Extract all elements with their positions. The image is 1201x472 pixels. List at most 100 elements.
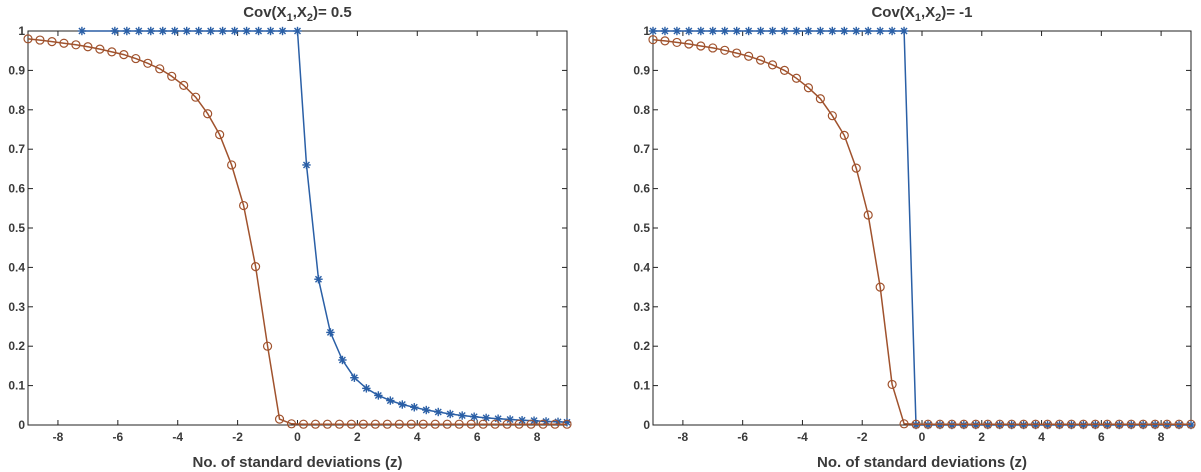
asterisk-stroke — [314, 275, 322, 283]
x-tick-label: 6 — [1098, 430, 1105, 444]
asterisk-stroke — [709, 27, 717, 35]
asterisk-stroke — [769, 27, 777, 35]
asterisk-stroke — [1175, 421, 1183, 429]
asterisk-stroke — [984, 421, 992, 429]
data-point-circle — [310, 419, 321, 429]
asterisk-stroke — [294, 27, 301, 35]
data-point-circle — [23, 34, 33, 44]
data-point-circle — [59, 38, 69, 48]
data-point-circle — [215, 130, 225, 140]
data-point-circle — [490, 419, 500, 429]
data-point-asterisk — [708, 26, 717, 36]
asterisk-stroke — [530, 417, 538, 425]
data-point-asterisk — [684, 26, 694, 36]
data-point-asterisk — [314, 275, 323, 284]
x-tick-label: -2 — [857, 430, 868, 444]
data-point-asterisk — [756, 26, 765, 36]
asterisk-stroke — [1103, 421, 1111, 429]
y-tick-label: 0.7 — [8, 142, 25, 156]
asterisk-stroke — [422, 406, 430, 414]
data-point-asterisk — [410, 403, 419, 412]
asterisk-stroke — [948, 421, 956, 429]
asterisk-stroke — [398, 401, 406, 409]
data-point-asterisk — [1186, 420, 1196, 430]
data-point-circle — [454, 419, 464, 429]
data-point-asterisk — [816, 26, 825, 36]
asterisk-stroke — [1044, 421, 1052, 429]
asterisk-stroke — [518, 416, 526, 424]
asterisk-stroke — [123, 27, 131, 35]
title-part-sub1: 1 — [915, 12, 921, 24]
data-point-circle — [851, 163, 861, 173]
y-tick-label: 0.4 — [8, 260, 25, 274]
data-point-asterisk — [206, 26, 215, 36]
plot-frame — [652, 30, 1192, 426]
data-point-asterisk — [446, 409, 455, 419]
asterisk-stroke — [219, 27, 227, 35]
data-point-asterisk — [434, 407, 443, 417]
x-tick-label: -6 — [737, 430, 748, 444]
y-tick-label: 0.8 — [8, 103, 25, 117]
data-point-asterisk — [326, 328, 335, 337]
data-point-circle — [1090, 419, 1100, 429]
data-point-circle — [107, 47, 117, 57]
x-tick-label: -8 — [53, 430, 64, 444]
y-tick-label: 0.5 — [8, 221, 25, 235]
data-point-asterisk — [720, 26, 729, 36]
data-point-circle — [502, 419, 512, 429]
data-point-circle — [35, 35, 45, 45]
data-point-asterisk — [804, 26, 813, 36]
data-point-asterisk — [362, 384, 371, 393]
data-point-circle — [382, 419, 392, 429]
asterisk-stroke — [936, 421, 944, 429]
data-point-asterisk — [875, 26, 885, 36]
asterisk-stroke — [183, 27, 191, 35]
data-point-asterisk — [768, 26, 777, 36]
data-point-asterisk — [242, 26, 251, 36]
asterisk-stroke — [279, 27, 287, 35]
data-point-circle — [191, 92, 201, 102]
data-point-asterisk — [398, 400, 407, 409]
data-point-asterisk — [1055, 420, 1064, 430]
x-tick-label: -8 — [678, 430, 689, 444]
data-point-asterisk — [828, 26, 837, 36]
title-part-sub2: 2 — [935, 12, 941, 24]
asterisk-stroke — [374, 391, 382, 399]
data-point-circle — [696, 41, 706, 51]
data-point-asterisk — [254, 26, 263, 36]
data-point-circle — [322, 419, 333, 429]
data-point-circle — [732, 48, 742, 58]
series-line-0 — [653, 30, 1191, 426]
asterisk-stroke — [1127, 421, 1135, 429]
data-point-circle — [1054, 419, 1065, 429]
asterisk-stroke — [207, 27, 215, 35]
asterisk-stroke — [852, 27, 860, 35]
x-tick-label: -4 — [172, 430, 183, 444]
data-point-asterisk — [122, 26, 132, 36]
asterisk-stroke — [960, 421, 968, 429]
data-point-asterisk — [780, 26, 789, 36]
data-point-circle — [131, 53, 141, 64]
data-point-circle — [1102, 419, 1112, 429]
asterisk-stroke — [1187, 421, 1195, 429]
asterisk-stroke — [243, 27, 251, 35]
asterisk-stroke — [171, 27, 179, 35]
data-point-circle — [875, 282, 885, 292]
data-point-circle — [1007, 419, 1017, 429]
asterisk-stroke — [326, 328, 334, 336]
data-point-circle — [720, 45, 730, 55]
data-point-circle — [203, 109, 213, 119]
data-point-asterisk — [995, 420, 1004, 430]
asterisk-stroke — [1008, 421, 1016, 429]
data-point-asterisk — [911, 420, 921, 430]
data-point-circle — [684, 39, 694, 49]
data-point-asterisk — [110, 26, 120, 36]
y-tick-label: 0.3 — [633, 300, 650, 314]
x-tick-label: -6 — [112, 430, 123, 444]
asterisk-stroke — [506, 415, 514, 423]
data-point-circle — [1019, 419, 1029, 429]
data-point-asterisk — [852, 26, 861, 36]
data-point-asterisk — [158, 26, 167, 36]
data-point-circle — [887, 379, 897, 390]
